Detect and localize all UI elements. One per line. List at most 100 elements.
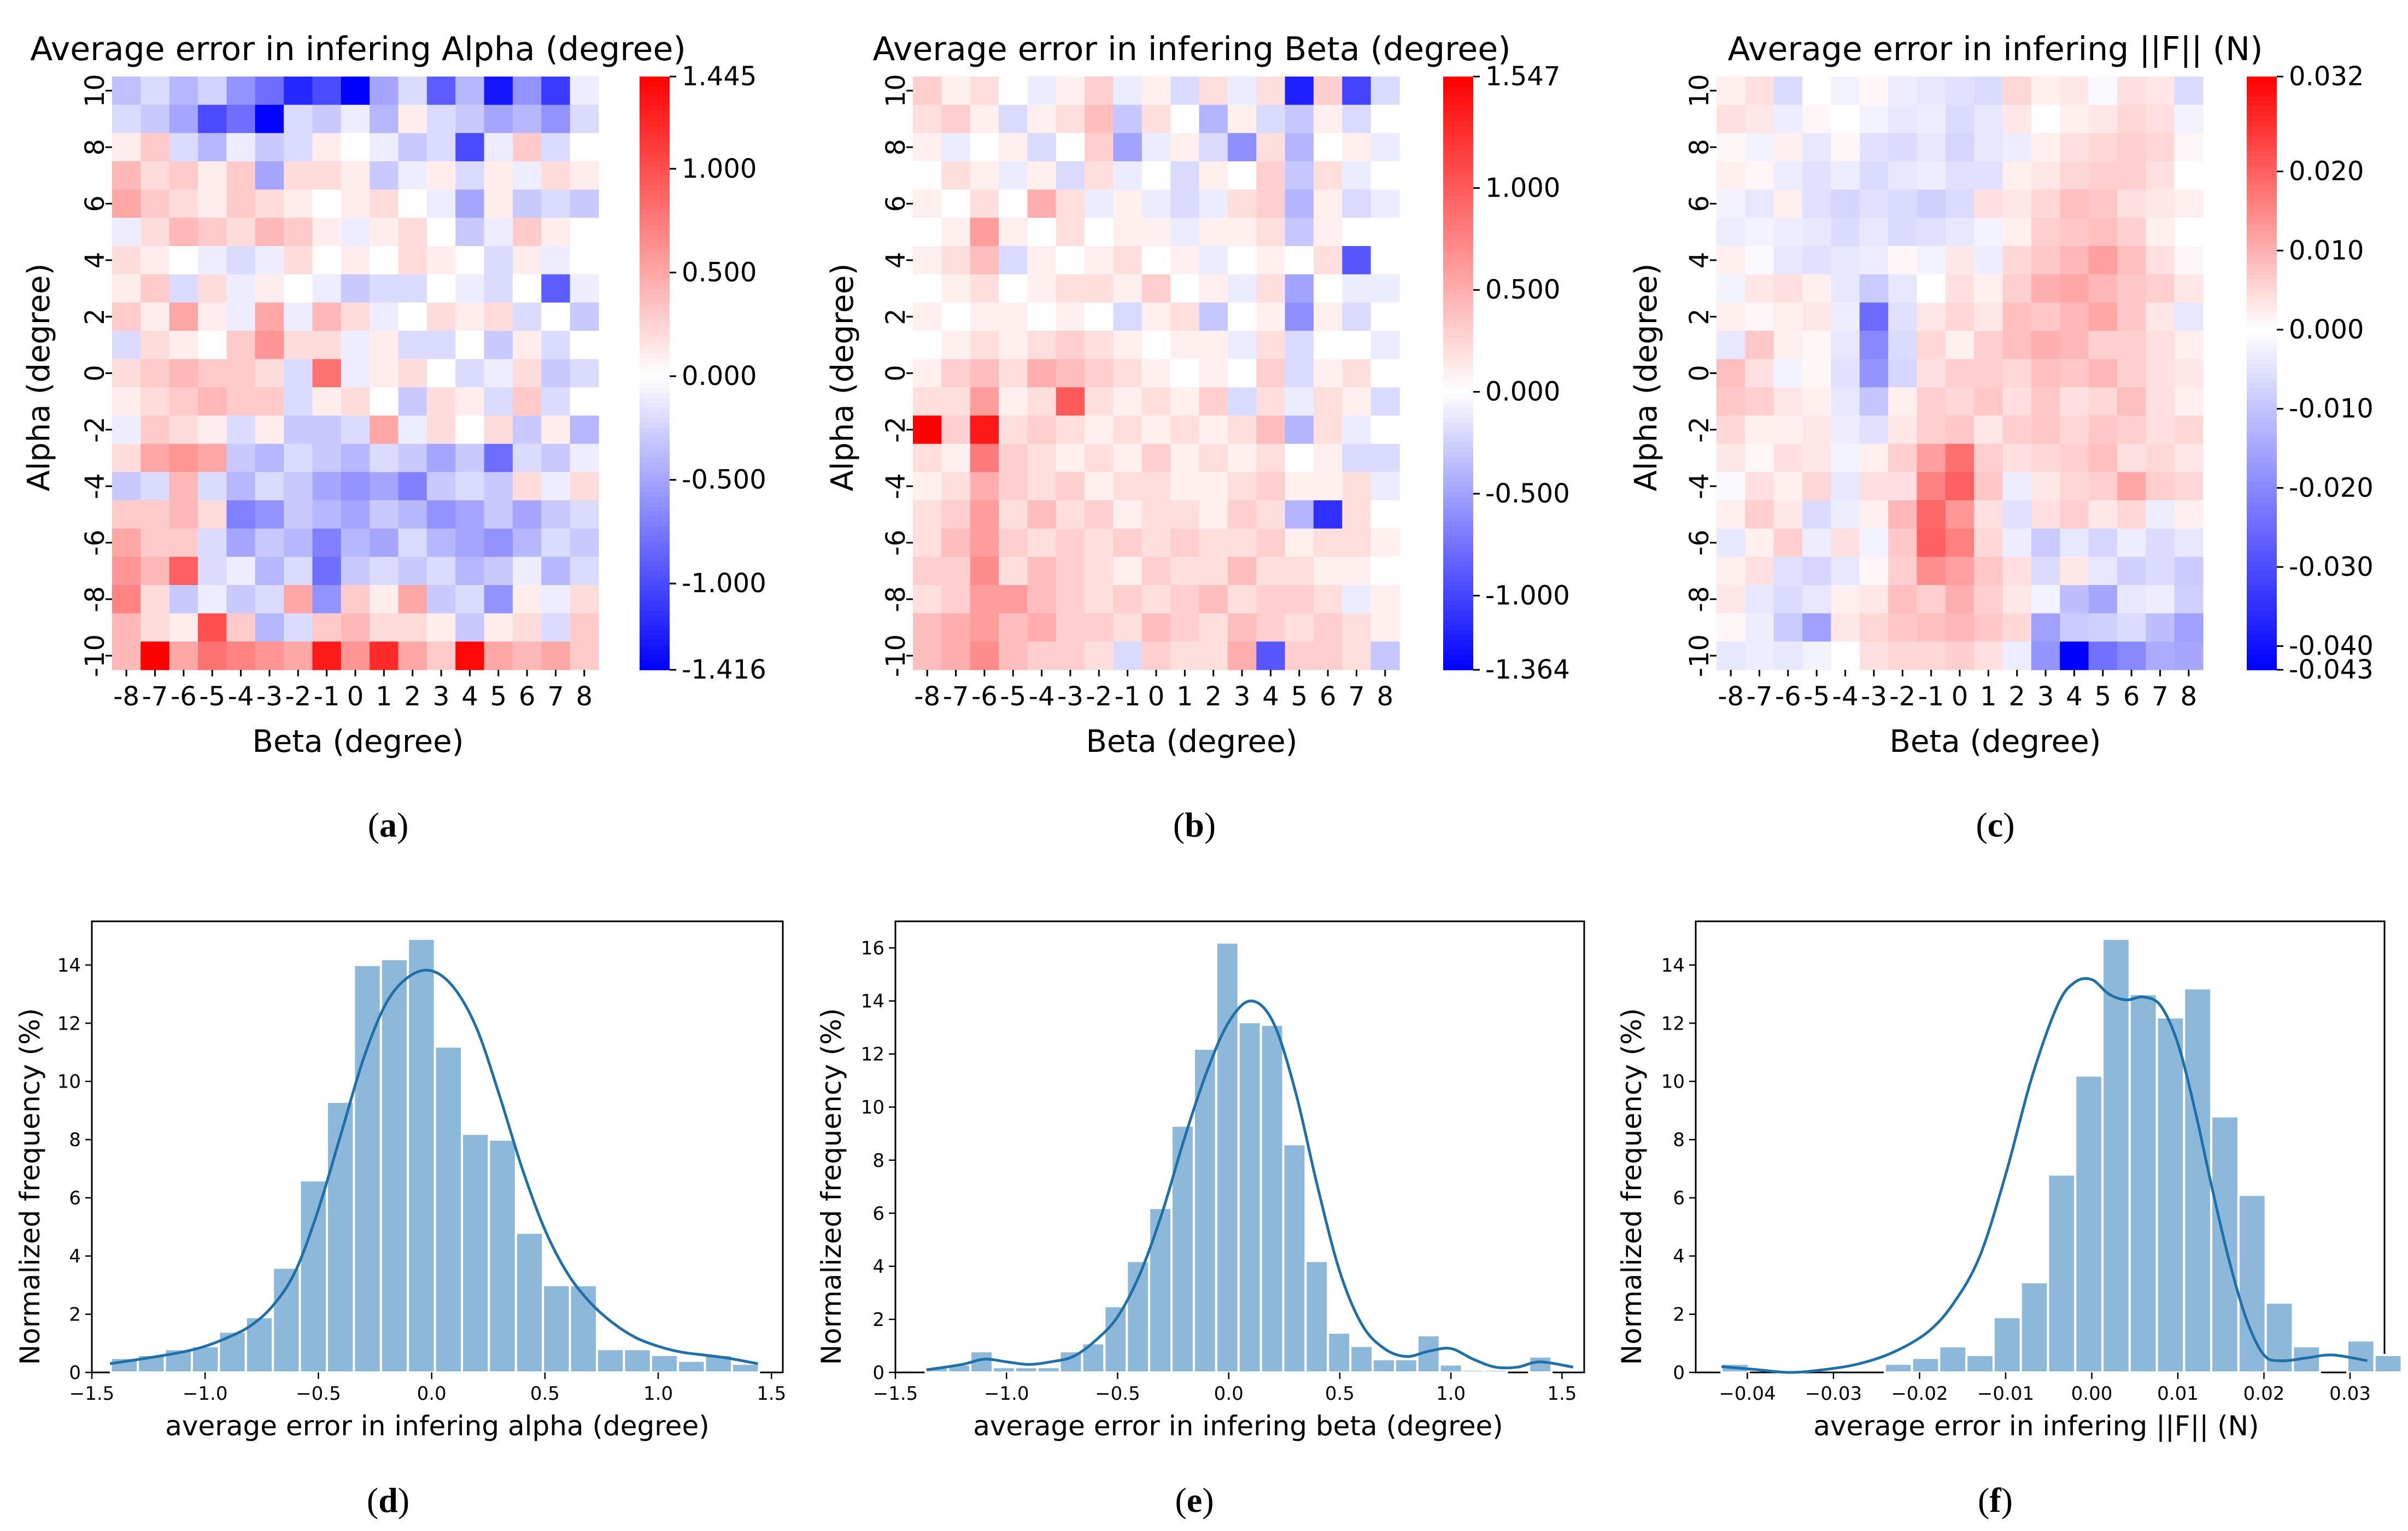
heatmap-a-colorbar-step bbox=[640, 185, 670, 191]
heatmap-a-cells bbox=[112, 77, 599, 670]
heatmap-b-cell bbox=[1085, 331, 1114, 360]
heatmap-c-cell bbox=[1945, 274, 1975, 303]
heatmap-a-cell bbox=[255, 585, 284, 614]
heatmap-c-colorbar-step bbox=[2247, 111, 2277, 117]
heatmap-b-cell bbox=[970, 274, 999, 303]
heatmap-b-colorbar-step bbox=[1443, 358, 1473, 364]
heatmap-c-cell bbox=[2060, 274, 2089, 303]
heatmap-a-cell bbox=[455, 613, 485, 642]
histogram-f-x-tick-label: −0.04 bbox=[1719, 1383, 1776, 1405]
heatmap-b-cell bbox=[1085, 161, 1114, 190]
heatmap-c-colorbar-step bbox=[2247, 383, 2277, 389]
heatmap-c-cell bbox=[1745, 189, 1774, 218]
heatmap-a-cell bbox=[140, 416, 170, 445]
heatmap-a-cell bbox=[112, 302, 141, 331]
heatmap-a-colorbar-step bbox=[640, 353, 670, 359]
heatmap-b-x-tick-label: -5 bbox=[1000, 681, 1026, 712]
heatmap-a-colorbar-step bbox=[640, 269, 670, 275]
heatmap-a-cell bbox=[570, 641, 599, 670]
heatmap-a-x-tick-label: -5 bbox=[199, 681, 225, 712]
heatmap-c-cell bbox=[1802, 218, 1832, 247]
heatmap-a-cell bbox=[455, 77, 485, 106]
heatmap-a-cell bbox=[255, 500, 284, 529]
heatmap-c-cell bbox=[1974, 274, 2003, 303]
heatmap-a-colorbar-step bbox=[640, 106, 670, 112]
heatmap-c-cell bbox=[2088, 359, 2118, 388]
heatmap-c-colorbar-step bbox=[2247, 442, 2277, 448]
heatmap-c-cell bbox=[2146, 302, 2175, 331]
heatmap-b-y-tick-label: 0 bbox=[881, 365, 911, 382]
heatmap-a-cell bbox=[140, 246, 170, 275]
heatmap-b-cell bbox=[1285, 472, 1314, 501]
heatmap-b-cell bbox=[999, 557, 1028, 586]
heatmap-c-cell bbox=[2117, 246, 2146, 275]
heatmap-b-colorbar-step bbox=[1443, 368, 1473, 374]
heatmap-b-cell bbox=[1342, 104, 1372, 133]
heatmap-a-cell bbox=[484, 387, 513, 416]
heatmap-b-cell bbox=[941, 613, 971, 642]
heatmap-a-cell bbox=[455, 585, 485, 614]
heatmap-c-cell bbox=[1802, 246, 1832, 275]
heatmap-b-cell bbox=[1227, 472, 1257, 501]
heatmap-c-cell bbox=[2031, 443, 2060, 472]
heatmap-b-colorbar-step bbox=[1443, 239, 1473, 246]
heatmap-b-cell bbox=[1313, 443, 1343, 472]
heatmap-c-colorbar-step bbox=[2247, 511, 2277, 517]
histogram-f-bar bbox=[2373, 1354, 2403, 1374]
heatmap-b-colorbar-step bbox=[1443, 625, 1473, 631]
heatmap-b-cell bbox=[1056, 246, 1085, 275]
heatmap-a-cell bbox=[541, 77, 571, 106]
heatmap-c-cell bbox=[1859, 500, 1889, 529]
heatmap-a-cell bbox=[112, 133, 141, 162]
heatmap-b-cell bbox=[1141, 161, 1171, 190]
heatmap-b-colorbar-step bbox=[1443, 225, 1473, 231]
heatmap-c-cell bbox=[2146, 641, 2175, 670]
heatmap-c-colorbar-step bbox=[2247, 259, 2277, 265]
heatmap-a-cell bbox=[398, 613, 427, 642]
heatmap-b-colorbar-step bbox=[1443, 591, 1473, 597]
heatmap-c-cell bbox=[1831, 104, 1860, 133]
heatmap-c-cell bbox=[1831, 472, 1860, 501]
heatmap-a-cell bbox=[426, 104, 456, 133]
heatmap-b-colorbar-step bbox=[1443, 259, 1473, 265]
heatmap-b-cell bbox=[941, 641, 971, 670]
heatmap-c-cell bbox=[2031, 557, 2060, 586]
heatmap-a-cell bbox=[169, 585, 198, 614]
heatmap-b-colorbar-step bbox=[1443, 348, 1473, 354]
heatmap-b-cell bbox=[1027, 359, 1057, 388]
heatmap-b-x-tick-label: 6 bbox=[1320, 681, 1337, 712]
heatmap-c-cell bbox=[1831, 302, 1860, 331]
heatmap-a-cell bbox=[312, 472, 342, 501]
heatmap-b-cell bbox=[1227, 331, 1257, 360]
heatmap-a-cell bbox=[341, 641, 370, 670]
heatmap-c-colorbar-step bbox=[2247, 230, 2277, 236]
heatmap-c-cell bbox=[1802, 585, 1832, 614]
heatmap-a-y-tick-label: -4 bbox=[80, 473, 110, 499]
heatmap-a-colorbar-step bbox=[640, 541, 670, 547]
histogram-f-y-tick-label: 10 bbox=[1661, 1071, 1685, 1093]
heatmap-b-colorbar-step bbox=[1443, 482, 1473, 488]
heatmap-a-colorbar-step bbox=[640, 393, 670, 399]
heatmap-a-cell bbox=[370, 528, 399, 557]
heatmap-a-cell bbox=[426, 161, 456, 190]
heatmap-b-cell bbox=[1056, 641, 1085, 670]
heatmap-b-colorbar-step bbox=[1443, 541, 1473, 547]
heatmap-a-colorbar-step bbox=[640, 407, 670, 413]
heatmap-c-cell bbox=[2146, 161, 2175, 190]
histogram-e-bar bbox=[1013, 1366, 1039, 1374]
heatmap-c-cell bbox=[1745, 387, 1774, 416]
heatmap-c-cell bbox=[2117, 77, 2146, 106]
heatmap-b-cell bbox=[1342, 472, 1372, 501]
heatmap-b-cell bbox=[941, 133, 971, 162]
heatmap-a-colorbar-step bbox=[640, 190, 670, 196]
heatmap-b-colorbar-step bbox=[1443, 650, 1473, 656]
histogram-e-y-tick-label: 16 bbox=[861, 938, 884, 960]
heatmap-a-colorbar-step bbox=[640, 625, 670, 631]
heatmap-a-colorbar-step bbox=[640, 496, 670, 502]
heatmap-b-cell bbox=[1141, 274, 1171, 303]
heatmap-b-cell bbox=[1370, 472, 1400, 501]
heatmap-b-cell bbox=[1227, 302, 1257, 331]
heatmap-a-cell bbox=[112, 161, 141, 190]
heatmap-a-colorbar-step bbox=[640, 492, 670, 498]
heatmap-c-cell bbox=[1945, 246, 1975, 275]
